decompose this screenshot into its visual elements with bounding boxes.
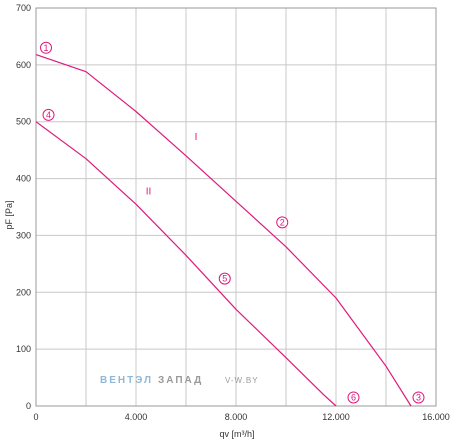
y-tick-label: 600 bbox=[16, 60, 31, 70]
y-tick-label: 300 bbox=[16, 230, 31, 240]
grid-lines bbox=[35, 7, 437, 407]
series-line-1 bbox=[35, 54, 412, 407]
x-tick-label: 8.000 bbox=[225, 412, 248, 422]
x-tick-label: 12.000 bbox=[322, 412, 350, 422]
curve-label-II: II bbox=[146, 186, 152, 197]
series-line-2 bbox=[35, 121, 337, 407]
series-lines bbox=[35, 54, 412, 407]
point-marker-number: 3 bbox=[416, 392, 421, 402]
watermark-site: V-W.BY bbox=[225, 376, 259, 385]
y-tick-label: 100 bbox=[16, 344, 31, 354]
point-marker-number: 5 bbox=[222, 274, 227, 284]
point-marker-2: 2 bbox=[276, 216, 289, 229]
y-tick-label: 400 bbox=[16, 174, 31, 184]
watermark-brand-b: ЗАПАД bbox=[158, 375, 203, 386]
y-tick-label: 0 bbox=[26, 401, 31, 411]
tick-labels: 0 4.000 8.000 12.000 16.000 0 100 200 300 400 500 6… bbox=[16, 3, 450, 422]
point-marker-circle bbox=[347, 391, 360, 404]
x-tick-label: 4.000 bbox=[125, 412, 148, 422]
point-marker-number: 4 bbox=[46, 110, 51, 120]
point-marker-circle bbox=[276, 216, 289, 229]
curve-labels: III bbox=[146, 132, 198, 198]
point-markers: 1 2 3 4 5 6 bbox=[40, 41, 425, 404]
x-tick-label: 0 bbox=[33, 412, 38, 422]
point-marker-circle bbox=[40, 41, 52, 54]
curve-label-I: I bbox=[195, 132, 198, 143]
x-tick-label: 16.000 bbox=[422, 412, 450, 422]
point-marker-3: 3 bbox=[412, 391, 425, 404]
point-marker-6: 6 bbox=[347, 391, 360, 404]
y-tick-label: 500 bbox=[16, 117, 31, 127]
point-marker-circle bbox=[218, 272, 231, 285]
point-marker-5: 5 bbox=[218, 272, 231, 285]
point-marker-number: 1 bbox=[43, 43, 48, 53]
point-marker-1: 1 bbox=[40, 41, 52, 54]
point-marker-circle bbox=[42, 108, 55, 121]
point-marker-number: 6 bbox=[351, 392, 356, 402]
x-axis-label: qv [m³/h] bbox=[219, 429, 254, 439]
point-marker-4: 4 bbox=[42, 108, 55, 121]
y-tick-label: 200 bbox=[16, 287, 31, 297]
y-tick-label: 700 bbox=[16, 3, 31, 13]
point-marker-number: 2 bbox=[280, 217, 285, 227]
watermark-brand-a: ВЕНТЭЛ bbox=[100, 375, 153, 386]
plot-frame bbox=[35, 7, 437, 407]
y-axis-label: pF [Pa] bbox=[4, 200, 14, 229]
watermark: ВЕНТЭЛ ЗАПАД V-W.BY bbox=[100, 375, 259, 386]
point-marker-circle bbox=[412, 391, 425, 404]
